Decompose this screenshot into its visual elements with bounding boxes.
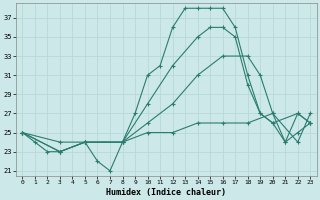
X-axis label: Humidex (Indice chaleur): Humidex (Indice chaleur) bbox=[106, 188, 226, 197]
